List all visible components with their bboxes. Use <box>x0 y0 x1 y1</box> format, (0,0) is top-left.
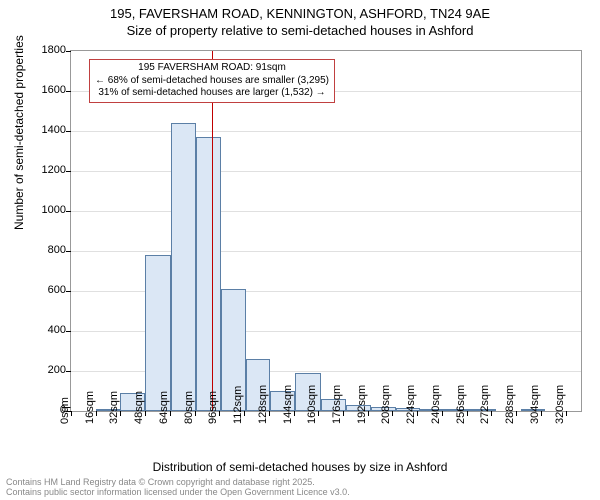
ytick-label: 1200 <box>26 164 66 176</box>
annotation-line1: 195 FAVERSHAM ROAD: 91sqm <box>95 62 329 75</box>
ytick-label: 1400 <box>26 124 66 136</box>
ytick-mark <box>66 251 71 252</box>
xtick-mark <box>343 411 344 416</box>
histogram-chart: 195 FAVERSHAM ROAD: 91sqm← 68% of semi-d… <box>70 50 582 412</box>
gridline <box>71 131 581 132</box>
ytick-mark <box>66 51 71 52</box>
histogram-bar <box>171 123 196 411</box>
ytick-mark <box>66 331 71 332</box>
ytick-label: 1800 <box>26 44 66 56</box>
ytick-label: 800 <box>26 244 66 256</box>
gridline <box>71 251 581 252</box>
xtick-mark <box>417 411 418 416</box>
xtick-mark <box>318 411 319 416</box>
annotation-line2: ← 68% of semi-detached houses are smalle… <box>95 75 329 88</box>
xtick-mark <box>491 411 492 416</box>
x-axis-label: Distribution of semi-detached houses by … <box>0 460 600 474</box>
annotation-line3: 31% of semi-detached houses are larger (… <box>95 87 329 100</box>
title-line2: Size of property relative to semi-detach… <box>0 23 600 40</box>
xtick-mark <box>170 411 171 416</box>
xtick-mark <box>120 411 121 416</box>
ytick-label: 1000 <box>26 204 66 216</box>
ytick-label: 1600 <box>26 84 66 96</box>
ytick-mark <box>66 131 71 132</box>
footer-attribution: Contains HM Land Registry data © Crown c… <box>6 478 350 498</box>
gridline <box>71 171 581 172</box>
xtick-mark <box>516 411 517 416</box>
xtick-mark <box>71 411 72 416</box>
ytick-label: 200 <box>26 364 66 376</box>
ytick-label: 400 <box>26 324 66 336</box>
footer-line2: Contains public sector information licen… <box>6 488 350 498</box>
ytick-mark <box>66 171 71 172</box>
ytick-mark <box>66 91 71 92</box>
y-axis-label: Number of semi-detached properties <box>12 35 26 230</box>
histogram-bar <box>196 137 221 411</box>
ytick-label: 600 <box>26 284 66 296</box>
xtick-mark <box>392 411 393 416</box>
chart-title-block: 195, FAVERSHAM ROAD, KENNINGTON, ASHFORD… <box>0 0 600 40</box>
ytick-mark <box>66 291 71 292</box>
title-line1: 195, FAVERSHAM ROAD, KENNINGTON, ASHFORD… <box>0 6 600 23</box>
xtick-mark <box>219 411 220 416</box>
xtick-mark <box>244 411 245 416</box>
gridline <box>71 211 581 212</box>
xtick-mark <box>442 411 443 416</box>
ytick-mark <box>66 371 71 372</box>
xtick-mark <box>145 411 146 416</box>
histogram-bar <box>145 255 171 411</box>
marker-line <box>212 51 213 411</box>
ytick-mark <box>66 211 71 212</box>
annotation-box: 195 FAVERSHAM ROAD: 91sqm← 68% of semi-d… <box>89 59 335 103</box>
